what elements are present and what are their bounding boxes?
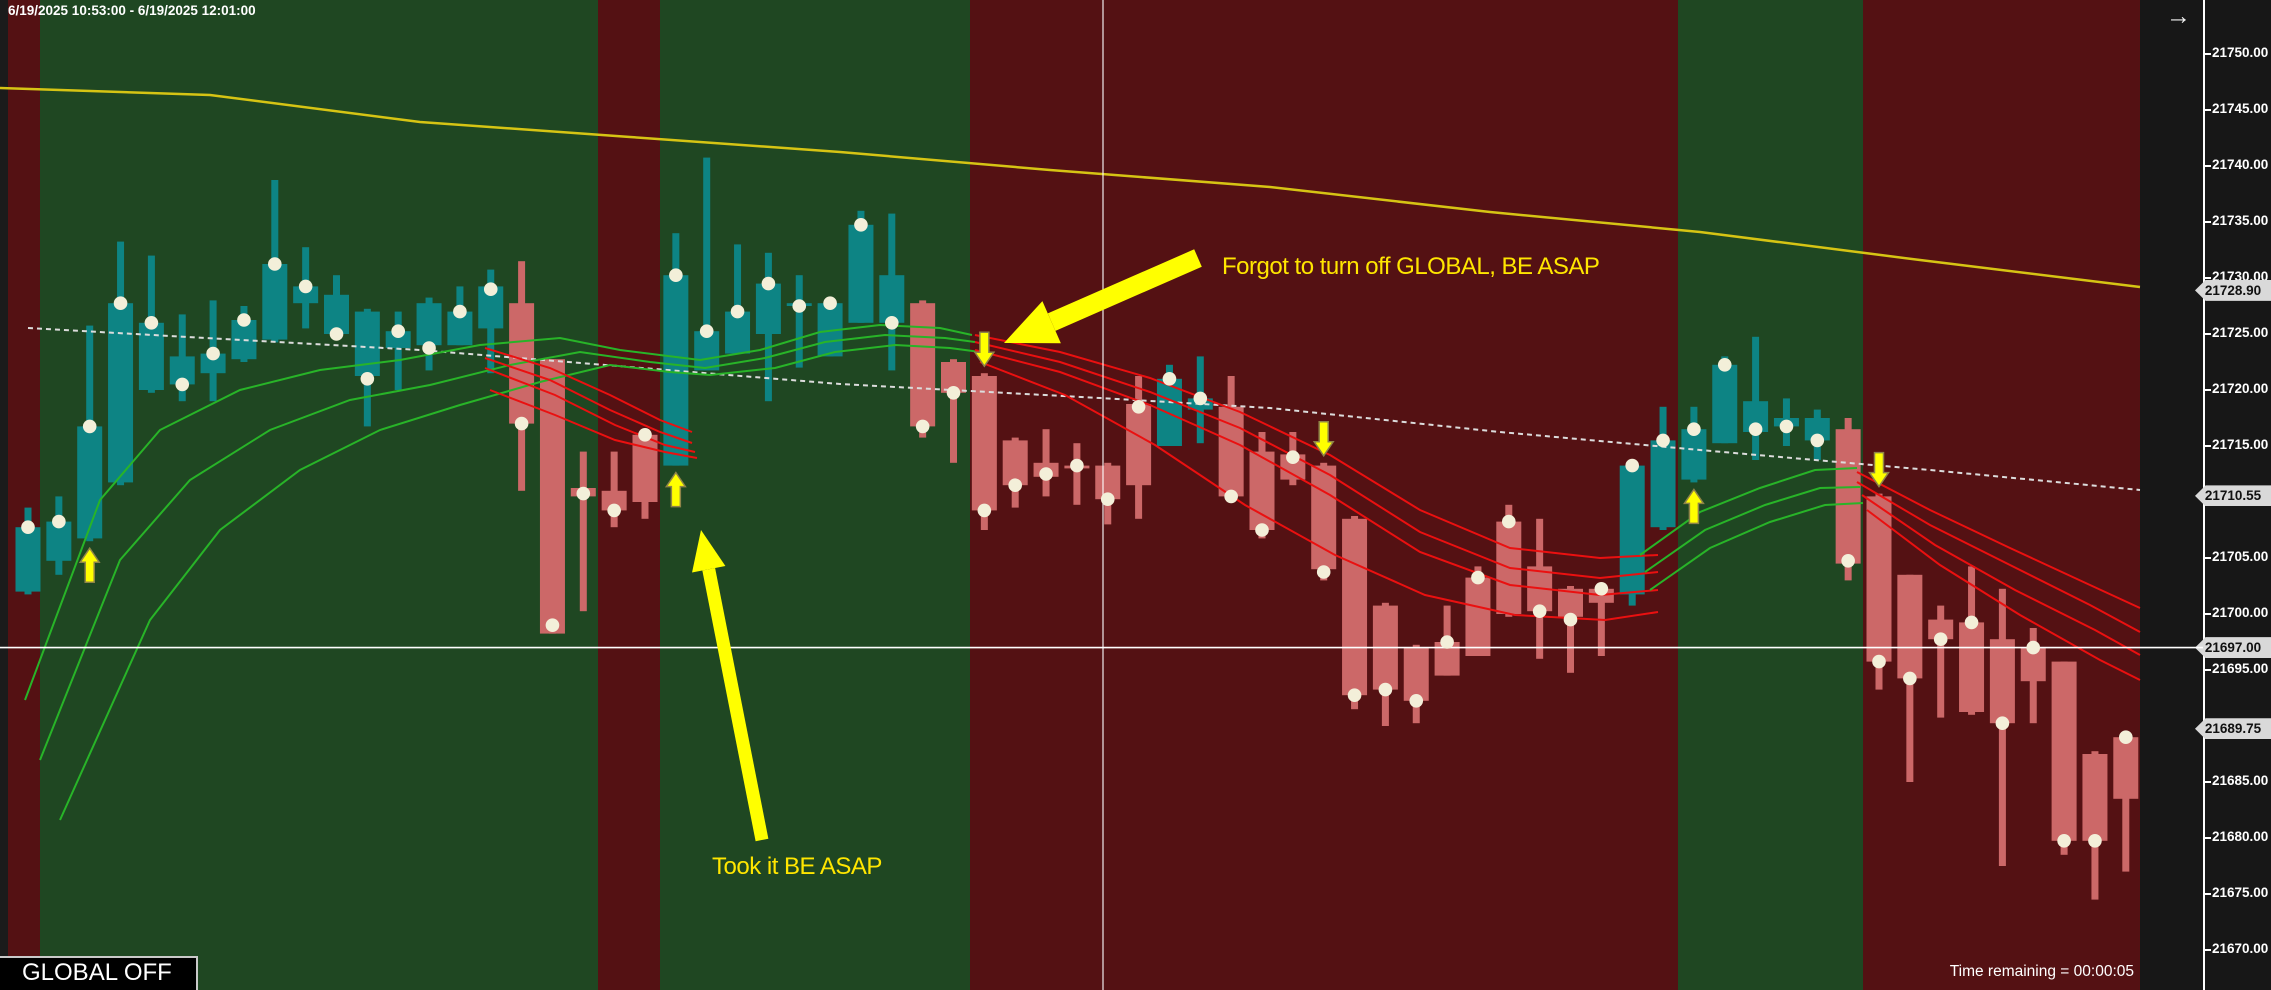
price-tick-label: 21735.00: [2212, 213, 2269, 228]
price-badge: 21689.75: [2195, 718, 2271, 740]
price-badge: 21728.90: [2195, 279, 2271, 301]
price-tick-mark: [2203, 109, 2211, 111]
price-tick-label: 21745.00: [2212, 101, 2269, 116]
price-badge: 21697.00: [2195, 637, 2271, 659]
price-tick-label: 21700.00: [2212, 605, 2269, 620]
price-axis[interactable]: 21750.00 21745.00 21740.00 21735.00 21730.00…: [2140, 0, 2271, 990]
price-tick-label: 21705.00: [2212, 549, 2269, 564]
annotation-forgot: Forgot to turn off GLOBAL, BE ASAP: [1222, 253, 1600, 280]
time-remaining-label: Time remaining = 00:00:05: [1949, 963, 2134, 980]
session-bands: [0, 0, 2140, 990]
annotation-took: Took it BE ASAP: [712, 853, 882, 880]
session-band: [970, 0, 1678, 990]
session-band: [1678, 0, 1863, 990]
price-tick-label: 21675.00: [2212, 885, 2269, 900]
price-tick-mark: [2203, 445, 2211, 447]
price-tick-mark: [2203, 165, 2211, 167]
price-tick-label: 21680.00: [2212, 829, 2269, 844]
session-band: [660, 0, 970, 990]
price-tick-mark: [2203, 277, 2211, 279]
session-band: [40, 0, 598, 990]
price-tick-mark: [2203, 893, 2211, 895]
price-tick-mark: [2203, 613, 2211, 615]
price-tick-label: 21685.00: [2212, 773, 2269, 788]
price-tick-mark: [2203, 333, 2211, 335]
price-badge: 21710.55: [2195, 485, 2271, 507]
price-tick-mark: [2203, 837, 2211, 839]
price-tick-label: 21670.00: [2212, 941, 2269, 956]
price-tick-label: 21740.00: [2212, 157, 2269, 172]
price-tick-mark: [2203, 781, 2211, 783]
scroll-right-icon[interactable]: →: [2166, 2, 2191, 30]
price-tick-mark: [2203, 389, 2211, 391]
price-tick-mark: [2203, 557, 2211, 559]
price-tick-mark: [2203, 949, 2211, 951]
session-band: [8, 0, 40, 990]
price-tick-mark: [2203, 53, 2211, 55]
price-tick-label: 21725.00: [2212, 325, 2269, 340]
price-tick-label: 21750.00: [2212, 45, 2269, 60]
price-tick-mark: [2203, 221, 2211, 223]
price-tick-label: 21720.00: [2212, 381, 2269, 396]
price-tick-label: 21695.00: [2212, 661, 2269, 676]
session-band: [0, 0, 8, 990]
session-band: [598, 0, 660, 990]
price-tick-mark: [2203, 669, 2211, 671]
session-band: [1863, 0, 2140, 990]
price-tick-label: 21715.00: [2212, 437, 2269, 452]
visible-range-label: 6/19/2025 10:53:00 - 6/19/2025 12:01:00: [8, 3, 256, 18]
global-off-button[interactable]: GLOBAL OFF: [0, 956, 198, 990]
